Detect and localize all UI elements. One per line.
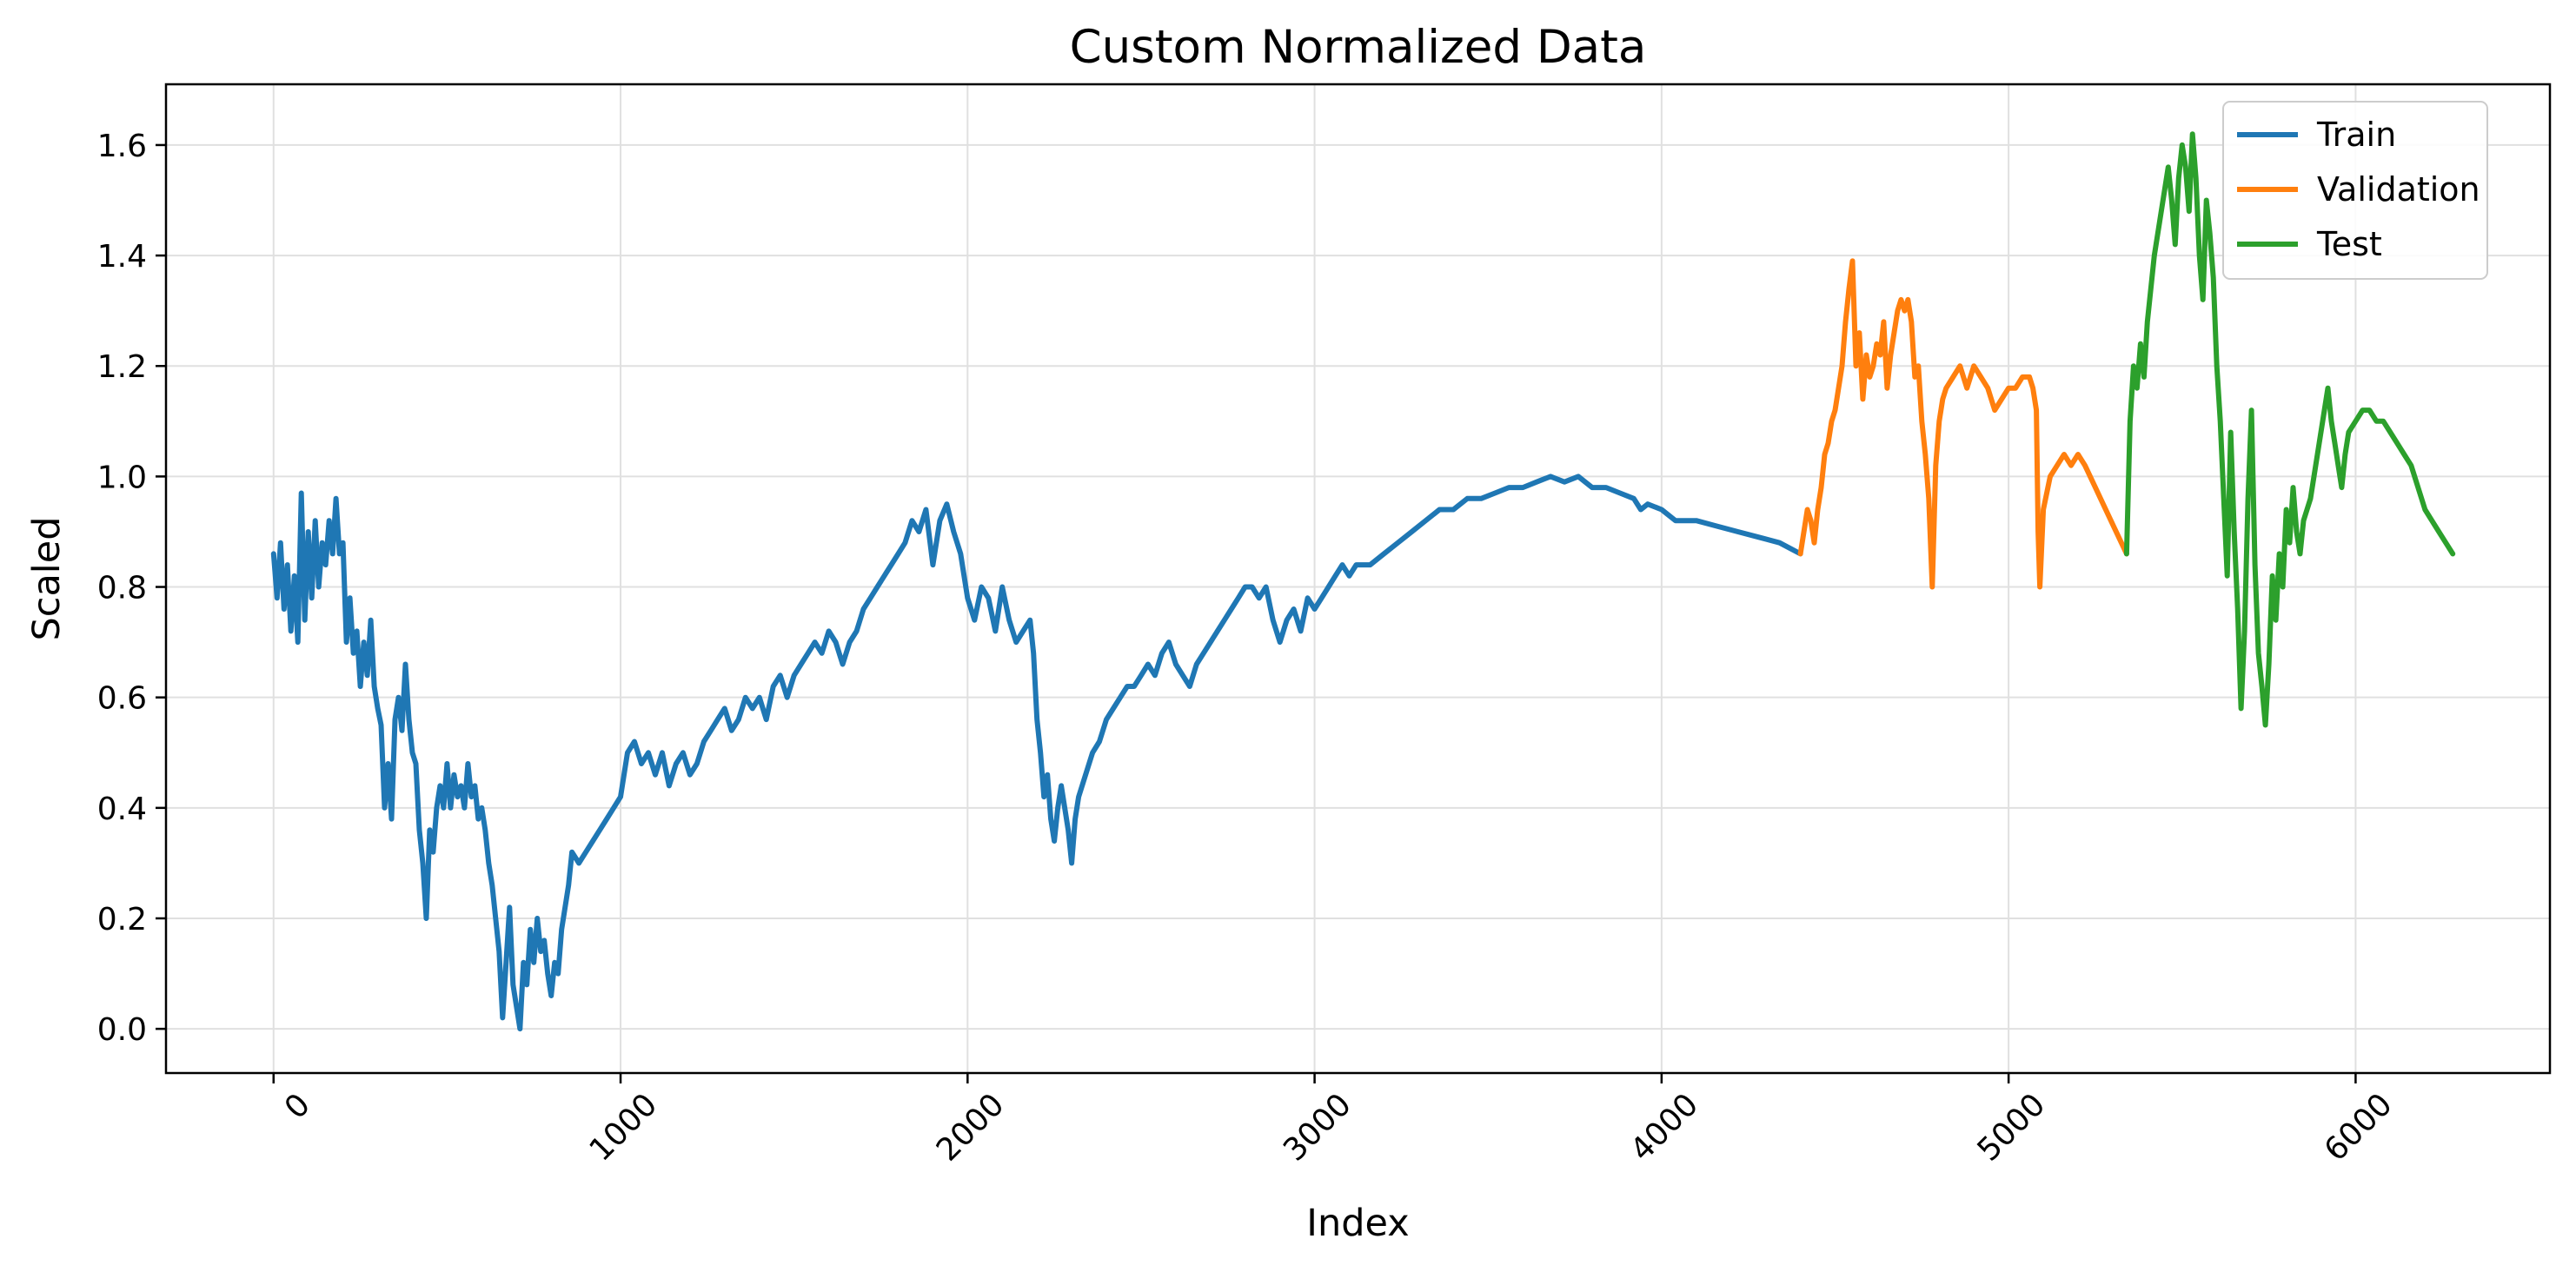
legend-label-validation: Validation (2317, 170, 2480, 209)
y-tick-label: 0.0 (97, 1012, 147, 1048)
plot-frame (164, 83, 2552, 1075)
legend: Train Validation Test (2222, 101, 2488, 280)
y-tick-label: 0.2 (97, 902, 147, 937)
legend-label-test: Test (2316, 225, 2382, 263)
y-tick-label: 1.6 (97, 129, 147, 164)
y-tick-label: 1.2 (97, 349, 147, 385)
legend-box (2222, 101, 2488, 280)
x-axis-label: Index (1306, 1202, 1409, 1245)
y-tick-label: 1.4 (97, 239, 147, 275)
y-tick-label: 0.8 (97, 571, 147, 606)
series-lines (270, 131, 2456, 1032)
series-line-train (270, 474, 1803, 1032)
y-tick-label: 0.6 (97, 681, 147, 717)
y-tick-label: 0.4 (97, 792, 147, 827)
y-axis-label: Scaled (25, 517, 69, 641)
legend-label-train: Train (2316, 116, 2396, 154)
series-line-test (2123, 131, 2456, 728)
y-tick-label: 1.0 (97, 460, 147, 495)
chart-title: Custom Normalized Data (1070, 21, 1647, 74)
series-line-validation (1797, 258, 2129, 590)
